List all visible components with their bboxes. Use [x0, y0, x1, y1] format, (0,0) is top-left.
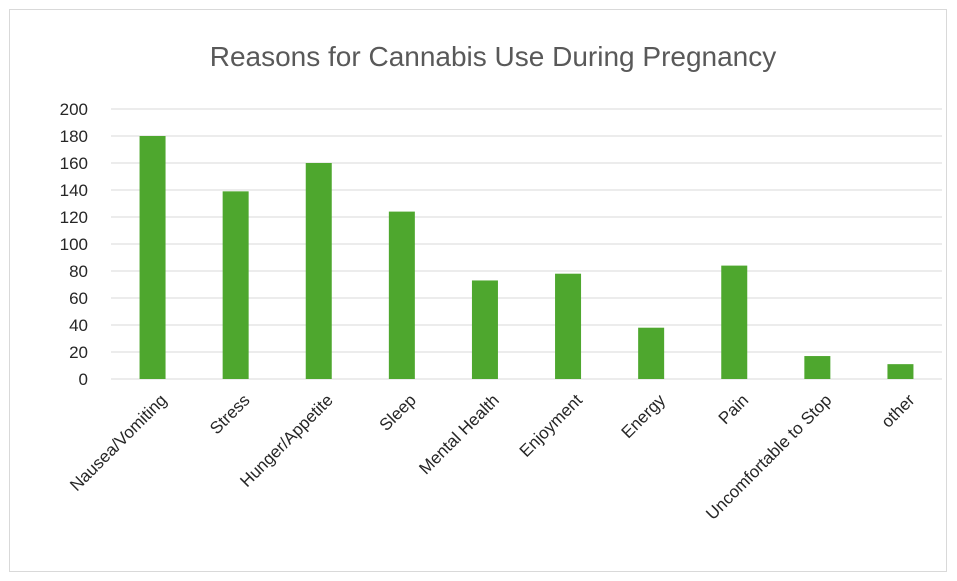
y-tick-label: 140 — [60, 181, 88, 200]
gridlines — [111, 108, 942, 380]
y-tick-label: 160 — [60, 154, 88, 173]
bar-3 — [388, 211, 415, 379]
y-tick-label: 120 — [60, 208, 88, 227]
bars — [139, 136, 914, 379]
x-tick-label: Pain — [715, 391, 752, 428]
y-tick-label: 60 — [69, 289, 88, 308]
bar-5 — [555, 273, 582, 379]
y-tick-label: 180 — [60, 127, 88, 146]
y-tick-label: 20 — [69, 343, 88, 362]
x-tick-label: Stress — [206, 391, 254, 439]
bar-2 — [305, 163, 332, 379]
x-tick-label: Energy — [618, 390, 670, 442]
bar-7 — [721, 265, 748, 379]
y-tick-label: 40 — [69, 316, 88, 335]
bar-9 — [887, 364, 914, 379]
bar-8 — [804, 356, 831, 379]
x-tick-label: Sleep — [376, 391, 420, 435]
bar-0 — [139, 136, 166, 379]
y-tick-label: 80 — [69, 262, 88, 281]
y-tick-label: 100 — [60, 235, 88, 254]
y-axis-ticks: 0 20 40 60 80 100 120 140 160 180 200 — [60, 100, 88, 389]
bar-6 — [638, 327, 665, 379]
bar-1 — [222, 191, 249, 379]
x-tick-label: Enjoyment — [516, 390, 586, 460]
x-tick-label: Mental Health — [415, 391, 503, 479]
x-tick-label: other — [878, 390, 919, 431]
chart-title: Reasons for Cannabis Use During Pregnanc… — [210, 41, 777, 72]
y-tick-label: 0 — [79, 370, 88, 389]
y-tick-label: 200 — [60, 100, 88, 119]
bar-4 — [471, 280, 498, 379]
x-tick-label: Nausea/Vomiting — [66, 391, 170, 495]
